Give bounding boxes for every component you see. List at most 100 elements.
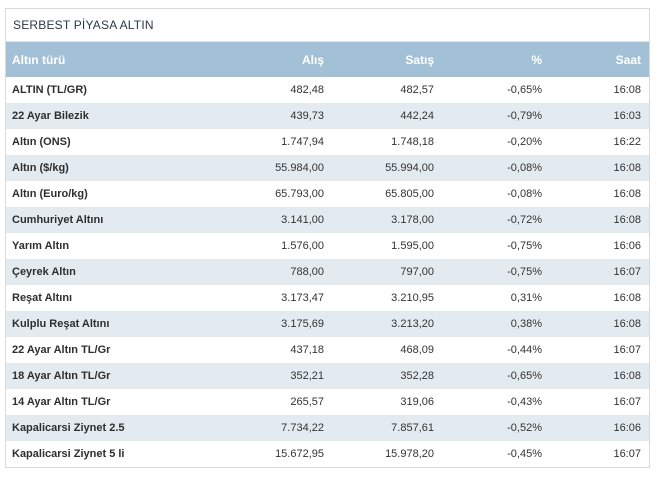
cell-time: 16:03	[613, 110, 641, 122]
cell-satis: 7.857,61	[391, 422, 434, 434]
cell-time: 16:06	[613, 240, 641, 252]
cell-name: Yarım Altın	[12, 240, 70, 252]
cell-percent: -0,65%	[507, 84, 542, 96]
panel-title: SERBEST PİYASA ALTIN	[6, 9, 649, 42]
cell-satis: 1.595,00	[391, 240, 434, 252]
cell-alis: 482,48	[290, 84, 324, 96]
table-row: 18 Ayar Altın TL/Gr 352,21 352,28 -0,65% 16:…	[6, 363, 649, 389]
column-header-percent: %	[531, 52, 542, 67]
table-row: Kapalicarsi Ziynet 5 li 15.672,95 15.978,2…	[6, 441, 649, 467]
cell-percent: -0,65%	[507, 370, 542, 382]
cell-satis: 3.210,95	[391, 292, 434, 304]
cell-percent: -0,44%	[507, 344, 542, 356]
cell-satis: 1.748,18	[391, 136, 434, 148]
cell-percent: -0,45%	[507, 448, 542, 460]
cell-name: Altın (Euro/kg)	[12, 188, 88, 200]
table-row: 14 Ayar Altın TL/Gr 265,57 319,06 -0,43% 16:…	[6, 389, 649, 415]
cell-satis: 3.178,00	[391, 214, 434, 226]
cell-percent: 0,31%	[510, 292, 542, 304]
cell-alis: 437,18	[290, 344, 324, 356]
cell-alis: 1.747,94	[281, 136, 324, 148]
cell-time: 16:07	[613, 266, 641, 278]
cell-time: 16:22	[613, 136, 641, 148]
cell-alis: 15.672,95	[275, 448, 324, 460]
column-header-time: Saat	[615, 52, 641, 67]
cell-time: 16:07	[613, 344, 641, 356]
table-row: Çeyrek Altın 788,00 797,00 -0,75% 16:07	[6, 259, 649, 285]
table-row: Altın (Euro/kg) 65.793,00 65.805,00 -0,08% 1…	[6, 181, 649, 207]
cell-alis: 3.141,00	[281, 214, 324, 226]
cell-alis: 3.173,47	[281, 292, 324, 304]
cell-percent: -0,75%	[507, 240, 542, 252]
cell-alis: 352,21	[290, 370, 324, 382]
table-row: ALTIN (TL/GR) 482,48 482,57 -0,65% 16:08	[6, 77, 649, 103]
cell-satis: 352,28	[400, 370, 434, 382]
column-header-alis: Alış	[301, 52, 324, 67]
column-header-satis: Satış	[405, 52, 434, 67]
cell-alis: 439,73	[290, 110, 324, 122]
cell-time: 16:08	[613, 188, 641, 200]
cell-percent: -0,20%	[507, 136, 542, 148]
cell-satis: 3.213,20	[391, 318, 434, 330]
cell-percent: -0,08%	[507, 162, 542, 174]
cell-name: 18 Ayar Altın TL/Gr	[12, 370, 111, 382]
cell-name: Cumhuriyet Altını	[12, 214, 104, 226]
cell-alis: 65.793,00	[275, 188, 324, 200]
table-row: Altın (ONS) 1.747,94 1.748,18 -0,20% 16:22	[6, 129, 649, 155]
table-row: 22 Ayar Bilezik 439,73 442,24 -0,79% 16:03	[6, 103, 649, 129]
cell-satis: 482,57	[400, 84, 434, 96]
table-row: Cumhuriyet Altını 3.141,00 3.178,00 -0,72% 1…	[6, 207, 649, 233]
cell-time: 16:08	[613, 370, 641, 382]
cell-name: Reşat Altını	[12, 292, 73, 304]
cell-name: 22 Ayar Bilezik	[12, 110, 89, 122]
cell-satis: 468,09	[400, 344, 434, 356]
cell-name: Kapalicarsi Ziynet 2.5	[12, 422, 125, 434]
cell-alis: 1.576,00	[281, 240, 324, 252]
table-row: Kapalicarsi Ziynet 2.5 7.734,22 7.857,61 -0…	[6, 415, 649, 441]
cell-percent: -0,79%	[507, 110, 542, 122]
cell-time: 16:08	[613, 214, 641, 226]
cell-time: 16:08	[613, 84, 641, 96]
cell-satis: 65.805,00	[385, 188, 434, 200]
cell-name: Kulplu Reşat Altını	[12, 318, 110, 330]
cell-satis: 15.978,20	[385, 448, 434, 460]
table-body: ALTIN (TL/GR) 482,48 482,57 -0,65% 16:08 22 A…	[6, 77, 649, 467]
table-row: Kulplu Reşat Altını 3.175,69 3.213,20 0,38%…	[6, 311, 649, 337]
cell-satis: 319,06	[400, 396, 434, 408]
cell-name: 14 Ayar Altın TL/Gr	[12, 396, 111, 408]
cell-time: 16:07	[613, 448, 641, 460]
cell-alis: 7.734,22	[281, 422, 324, 434]
cell-time: 16:06	[613, 422, 641, 434]
gold-prices-panel: SERBEST PİYASA ALTIN Altın türü Alış Sat…	[5, 8, 650, 468]
cell-percent: -0,52%	[507, 422, 542, 434]
cell-name: ALTIN (TL/GR)	[12, 84, 87, 96]
header-row: Altın türü Alış Satış % Saat	[6, 42, 649, 77]
cell-time: 16:08	[613, 292, 641, 304]
cell-time: 16:07	[613, 396, 641, 408]
cell-satis: 797,00	[400, 266, 434, 278]
cell-name: Altın (ONS)	[12, 136, 71, 148]
cell-percent: -0,08%	[507, 188, 542, 200]
gold-prices-table: Altın türü Alış Satış % Saat ALTIN (TL/G…	[6, 42, 649, 467]
cell-time: 16:08	[613, 318, 641, 330]
cell-alis: 265,57	[290, 396, 324, 408]
cell-time: 16:08	[613, 162, 641, 174]
cell-name: Altın ($/kg)	[12, 162, 69, 174]
table-header: Altın türü Alış Satış % Saat	[6, 42, 649, 77]
cell-percent: 0,38%	[510, 318, 542, 330]
table-row: Altın ($/kg) 55.984,00 55.994,00 -0,08% 16:0…	[6, 155, 649, 181]
cell-alis: 788,00	[290, 266, 324, 278]
table-row: 22 Ayar Altın TL/Gr 437,18 468,09 -0,44% 16:…	[6, 337, 649, 363]
cell-alis: 3.175,69	[281, 318, 324, 330]
cell-percent: -0,72%	[507, 214, 542, 226]
cell-alis: 55.984,00	[275, 162, 324, 174]
cell-satis: 55.994,00	[385, 162, 434, 174]
cell-name: 22 Ayar Altın TL/Gr	[12, 344, 111, 356]
cell-percent: -0,43%	[507, 396, 542, 408]
cell-satis: 442,24	[400, 110, 434, 122]
cell-name: Kapalicarsi Ziynet 5 li	[12, 448, 125, 460]
table-row: Reşat Altını 3.173,47 3.210,95 0,31% 16:08	[6, 285, 649, 311]
cell-percent: -0,75%	[507, 266, 542, 278]
column-header-name: Altın türü	[12, 52, 66, 67]
table-row: Yarım Altın 1.576,00 1.595,00 -0,75% 16:06	[6, 233, 649, 259]
